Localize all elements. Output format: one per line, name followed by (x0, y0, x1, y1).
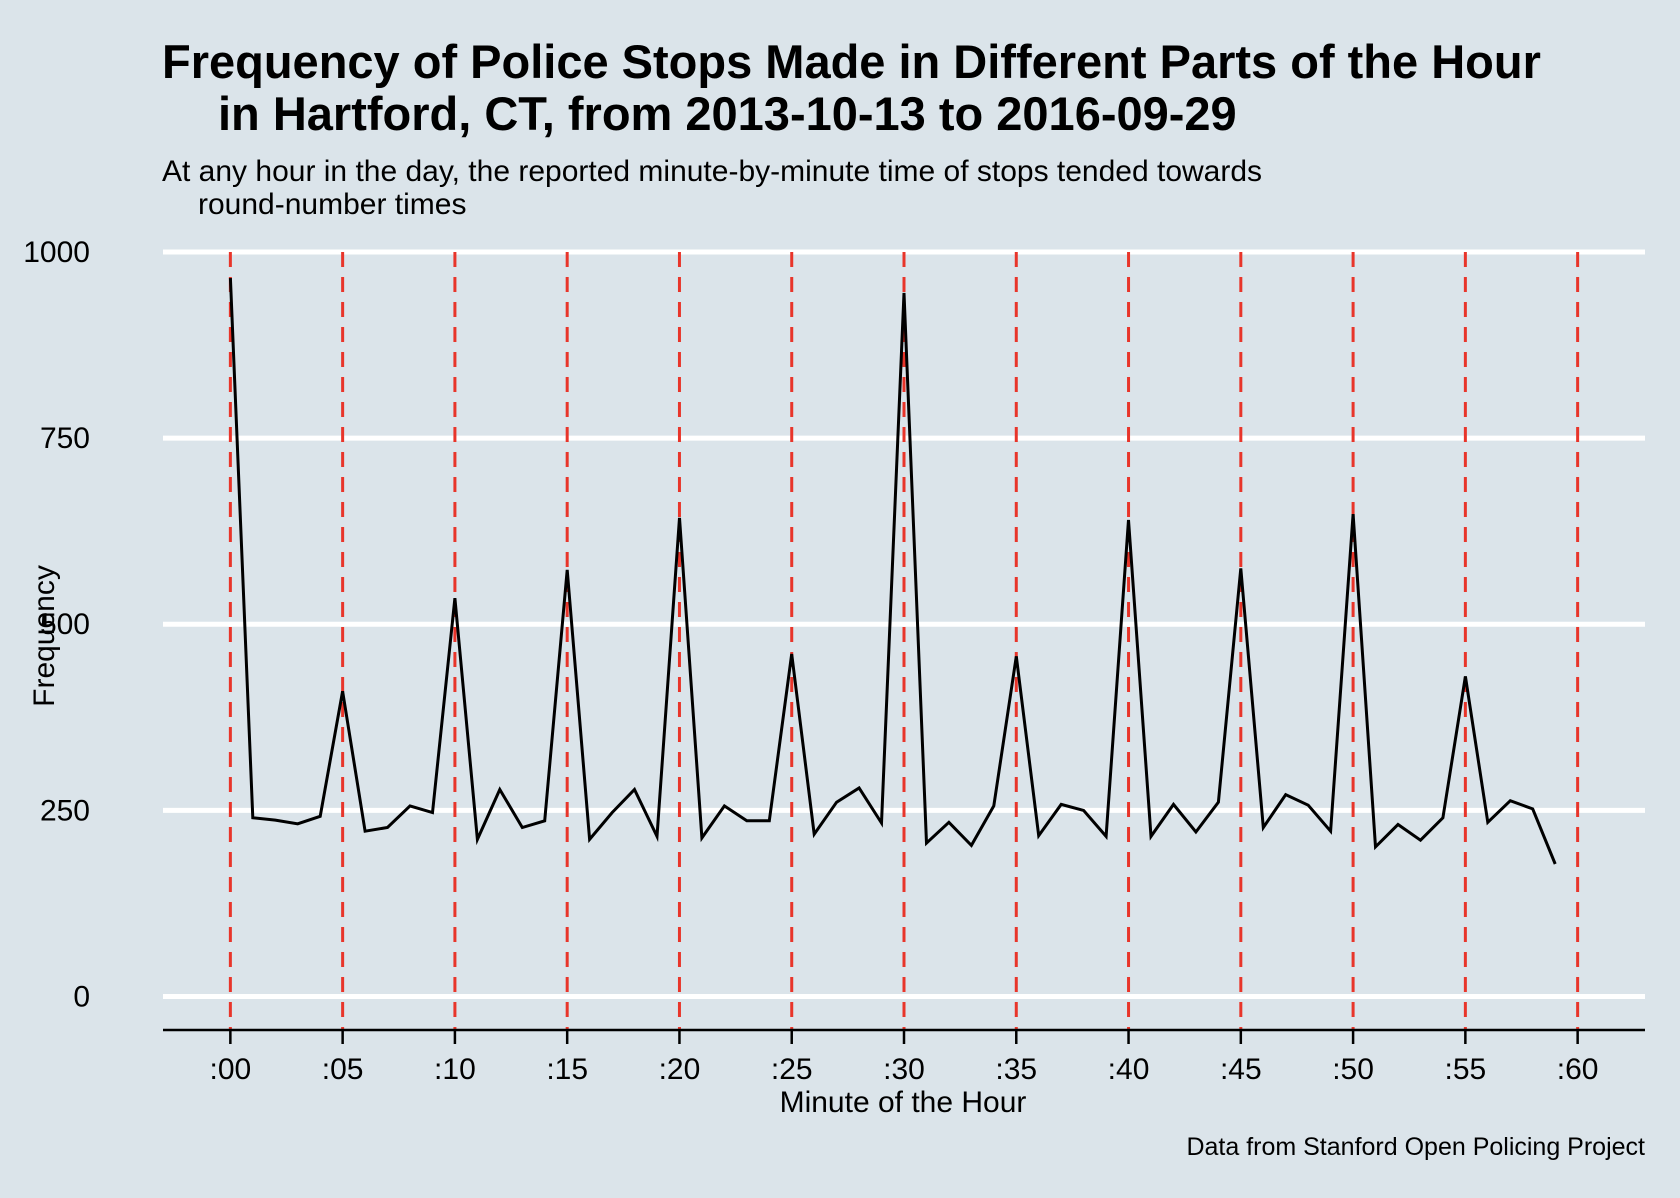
tick-labels: 0 250 500 750 1000 :00 :05 :10 :15 :20 :25 :30 :35 :4… (23, 236, 1598, 1086)
series-layer (228, 278, 1557, 865)
series-line-0 (228, 278, 1557, 865)
x-tick-label: :45 (1220, 1053, 1262, 1086)
x-tick-label: :50 (1332, 1053, 1374, 1086)
y-tick-label: 1000 (23, 236, 90, 269)
y-tick-label: 250 (40, 794, 90, 827)
x-axis (163, 1028, 1645, 1044)
y-tick-label: 500 (40, 608, 90, 641)
reference-lines (228, 252, 1580, 1030)
x-axis-title: Minute of the Hour (780, 1086, 1027, 1119)
x-tick-label: :00 (210, 1053, 252, 1086)
x-tick-label: :15 (546, 1053, 588, 1086)
x-tick-label: :25 (771, 1053, 813, 1086)
chart-subtitle-line-2: round-number times (198, 188, 467, 221)
chart-subtitle-line-1: At any hour in the day, the reported min… (162, 155, 1263, 188)
x-tick-label: :40 (1108, 1053, 1150, 1086)
y-tick-label: 750 (40, 422, 90, 455)
y-tick-label: 0 (73, 980, 90, 1013)
y-axis-title: Frequency (28, 565, 61, 707)
x-tick-label: :10 (434, 1053, 476, 1086)
x-tick-label: :55 (1445, 1053, 1487, 1086)
x-tick-label: :05 (322, 1053, 364, 1086)
chart-title-line-2: in Hartford, CT, from 2013-10-13 to 2016… (218, 87, 1237, 140)
chart-title-line-1: Frequency of Police Stops Made in Differ… (162, 35, 1541, 88)
x-tick-label: :60 (1557, 1053, 1599, 1086)
x-tick-label: :30 (883, 1053, 925, 1086)
x-tick-label: :35 (995, 1053, 1037, 1086)
source-caption: Data from Stanford Open Policing Project (1186, 1133, 1645, 1161)
x-tick-label: :20 (659, 1053, 701, 1086)
